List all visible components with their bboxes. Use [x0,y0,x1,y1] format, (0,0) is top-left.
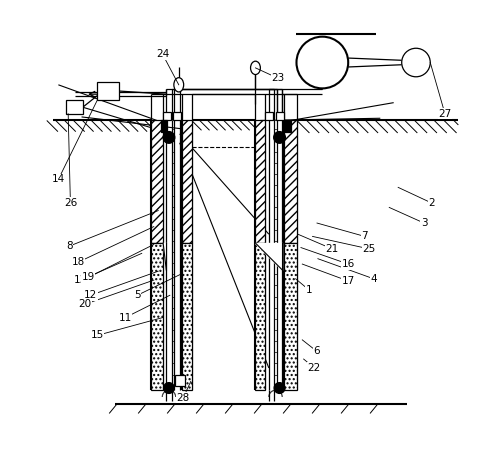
Bar [284,121,296,243]
Text: 27: 27 [437,109,451,119]
Bar [284,243,296,390]
Bar [150,121,163,243]
Text: 28: 28 [176,393,189,403]
Text: 5: 5 [134,290,140,300]
Polygon shape [255,243,282,270]
Bar [181,121,191,243]
Bar [97,82,119,101]
Text: 23: 23 [271,73,284,83]
Bar [162,111,170,120]
Bar [66,101,83,114]
Text: 8: 8 [66,241,72,251]
Bar [255,121,265,243]
Text: 2: 2 [427,198,434,208]
Text: 16: 16 [341,259,354,269]
Text: 14: 14 [52,174,65,184]
Bar [265,111,273,120]
Text: 3: 3 [420,218,426,228]
Text: 25: 25 [362,244,375,254]
Text: 6: 6 [313,346,320,356]
Text: 19: 19 [82,273,95,283]
Text: 7: 7 [361,232,367,242]
Bar [181,243,191,390]
Ellipse shape [173,78,183,92]
Text: 13: 13 [74,275,87,285]
Ellipse shape [250,61,260,75]
Circle shape [274,383,285,394]
Circle shape [296,37,348,88]
Bar [173,111,181,120]
Text: 26: 26 [64,198,77,208]
Bar [276,111,284,120]
Bar [175,374,185,386]
Circle shape [163,383,174,394]
Text: 21: 21 [325,244,338,254]
Polygon shape [163,243,166,270]
Circle shape [401,48,429,77]
Text: 1: 1 [305,285,312,295]
Text: 17: 17 [341,276,354,286]
Circle shape [163,131,174,143]
Text: 20: 20 [78,299,92,309]
Bar [284,121,290,131]
Bar [255,243,265,390]
Bar [150,243,163,390]
Text: 15: 15 [90,330,104,340]
Text: 18: 18 [71,257,85,267]
Text: 12: 12 [84,290,97,300]
Text: 22: 22 [307,363,320,373]
Bar [161,121,167,131]
Circle shape [273,131,285,143]
Text: 24: 24 [156,50,169,60]
Text: 11: 11 [118,313,132,323]
Text: 4: 4 [370,274,376,284]
